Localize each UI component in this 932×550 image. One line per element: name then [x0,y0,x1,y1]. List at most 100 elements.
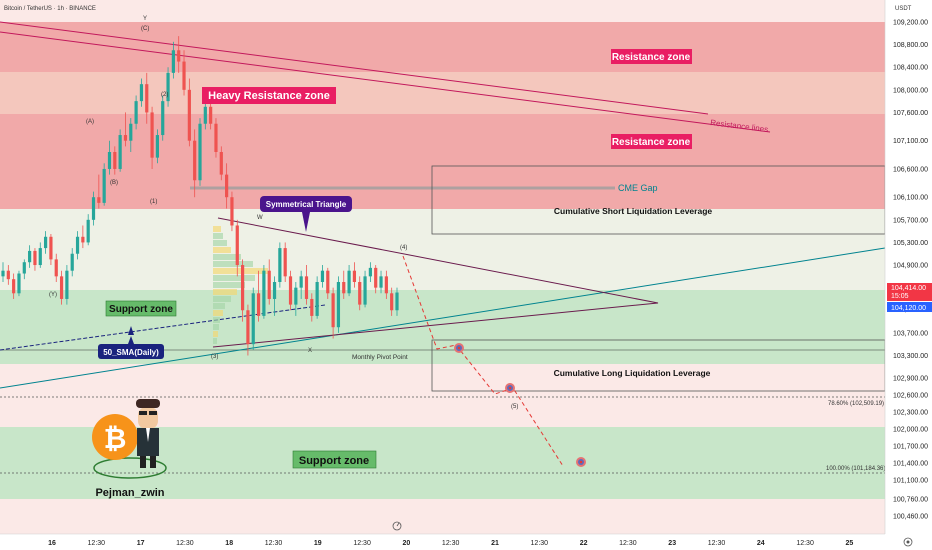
x-ticks: 16 12:30 17 12:30 18 12:30 19 12:30 20 12:30 21 12:… [48,540,853,547]
volume-profile-bar [213,282,245,288]
candle [235,219,239,277]
candle [161,95,165,141]
svg-text:Pejman_zwin: Pejman_zwin [95,487,164,499]
monthly-pivot-label: Monthly Pivot Point [352,354,408,361]
chart-title: Bitcoin / TetherUS · 1h · BINANCE [4,6,96,12]
candle [214,118,218,158]
resistance-line-1 [0,21,709,115]
volume-profile-bar [213,317,220,323]
candle [123,112,128,147]
svg-text:₿: ₿ [104,423,127,454]
time-axis[interactable]: 16 12:30 17 12:30 18 12:30 19 12:30 20 12:30 21 12:… [0,533,932,550]
candle [395,287,399,316]
y-tick-label: 102,000.00 [893,426,928,433]
time-settings-icon[interactable] [392,521,402,531]
cme-gap-label: CME Gap [618,183,658,193]
candle [251,287,255,350]
candle [155,129,160,164]
y-tick-label: 107,100.00 [893,138,928,145]
candle [12,273,16,299]
sma-daily-line [0,304,326,351]
candle [1,262,5,282]
y-tick-label: 101,400.00 [893,460,928,467]
candles-layer [1,36,399,356]
x-tick-label: 21 [491,540,499,547]
svg-text:Resistance zone: Resistance zone [612,137,691,148]
volume-profile-bar [213,289,237,295]
price-axis[interactable]: USDT 109,200.00 108,800.00 108,400.00 108,0… [884,0,932,550]
volume-profile-bar [213,226,221,232]
wave-label-x: X [308,348,312,354]
y-tick-label: 104,900.00 [893,263,928,270]
volume-profile-bar [213,261,253,267]
svg-text:Symmetrical Triangle: Symmetrical Triangle [266,200,347,209]
cartoon-figure [136,399,160,468]
volume-profile-bar [213,240,227,246]
candle [113,146,117,175]
candle [209,101,213,130]
candle [171,41,175,79]
candle [17,270,21,297]
y-tick-label: 108,800.00 [893,42,928,49]
target-marker-1 [454,343,464,353]
candle [193,129,197,198]
projection-path [402,255,564,467]
candle [320,265,325,288]
svg-text:Support zone: Support zone [109,304,173,315]
volume-profile-bar [213,324,219,330]
y-tick-label: 103,700.00 [893,330,928,337]
candle [283,242,287,282]
axis-settings-icon[interactable] [903,537,913,547]
y-tick-label: 106,600.00 [893,166,928,173]
x-tick-label: 24 [757,540,765,547]
x-tick-label: 12:30 [176,540,194,547]
svg-text:Support zone: Support zone [299,455,369,467]
candle [336,276,341,333]
volume-profile-bar [213,338,217,344]
neutral-lower-band [0,364,885,427]
candle [139,78,144,107]
candle [129,118,133,152]
currency-label: USDT [895,6,912,12]
fib-100-label: 100.00% (101,184.36) [826,466,885,472]
candle [363,270,367,308]
symmetrical-triangle [212,217,659,348]
blue-trend-line [0,247,886,389]
candle [70,248,74,277]
x-tick-label: 12:30 [265,540,283,547]
candle [246,304,250,356]
y-ticks: 109,200.00 108,800.00 108,400.00 108,000.00… [893,20,928,521]
x-tick-label: 19 [314,540,322,547]
current-price-badge: 104,414.00 15:05 [887,283,932,301]
candle [347,265,351,297]
candle [299,270,303,299]
candle [310,293,314,322]
candle [225,163,229,209]
candle [304,265,309,305]
x-tick-label: 12:30 [531,540,549,547]
candle [91,191,96,226]
top-band [0,0,885,22]
y-tick-label: 102,300.00 [893,410,928,417]
resistance-zone-top-label: Resistance zone [611,49,692,64]
candle [65,265,69,305]
candle [182,50,186,96]
volume-profile-bar [213,254,241,260]
x-tick-label: 17 [137,540,145,547]
svg-text:104,120.00: 104,120.00 [891,305,926,312]
svg-text:Resistance zone: Resistance zone [612,52,691,63]
wave-label-z: Y [143,16,147,22]
candle [134,95,138,130]
volume-profile-bar [213,331,218,337]
candle [54,253,58,282]
x-tick-label: 12:30 [88,540,106,547]
svg-text:50_SMA(Daily): 50_SMA(Daily) [103,348,159,357]
y-tick-label: 102,900.00 [893,376,928,383]
volume-profile-bar [213,268,268,274]
wave-label-5: (5) [511,404,518,410]
candle [230,191,234,232]
volume-profile-bar [213,296,231,302]
x-tick-label: 12:30 [619,540,637,547]
resistance-zone-top-band [0,22,885,72]
